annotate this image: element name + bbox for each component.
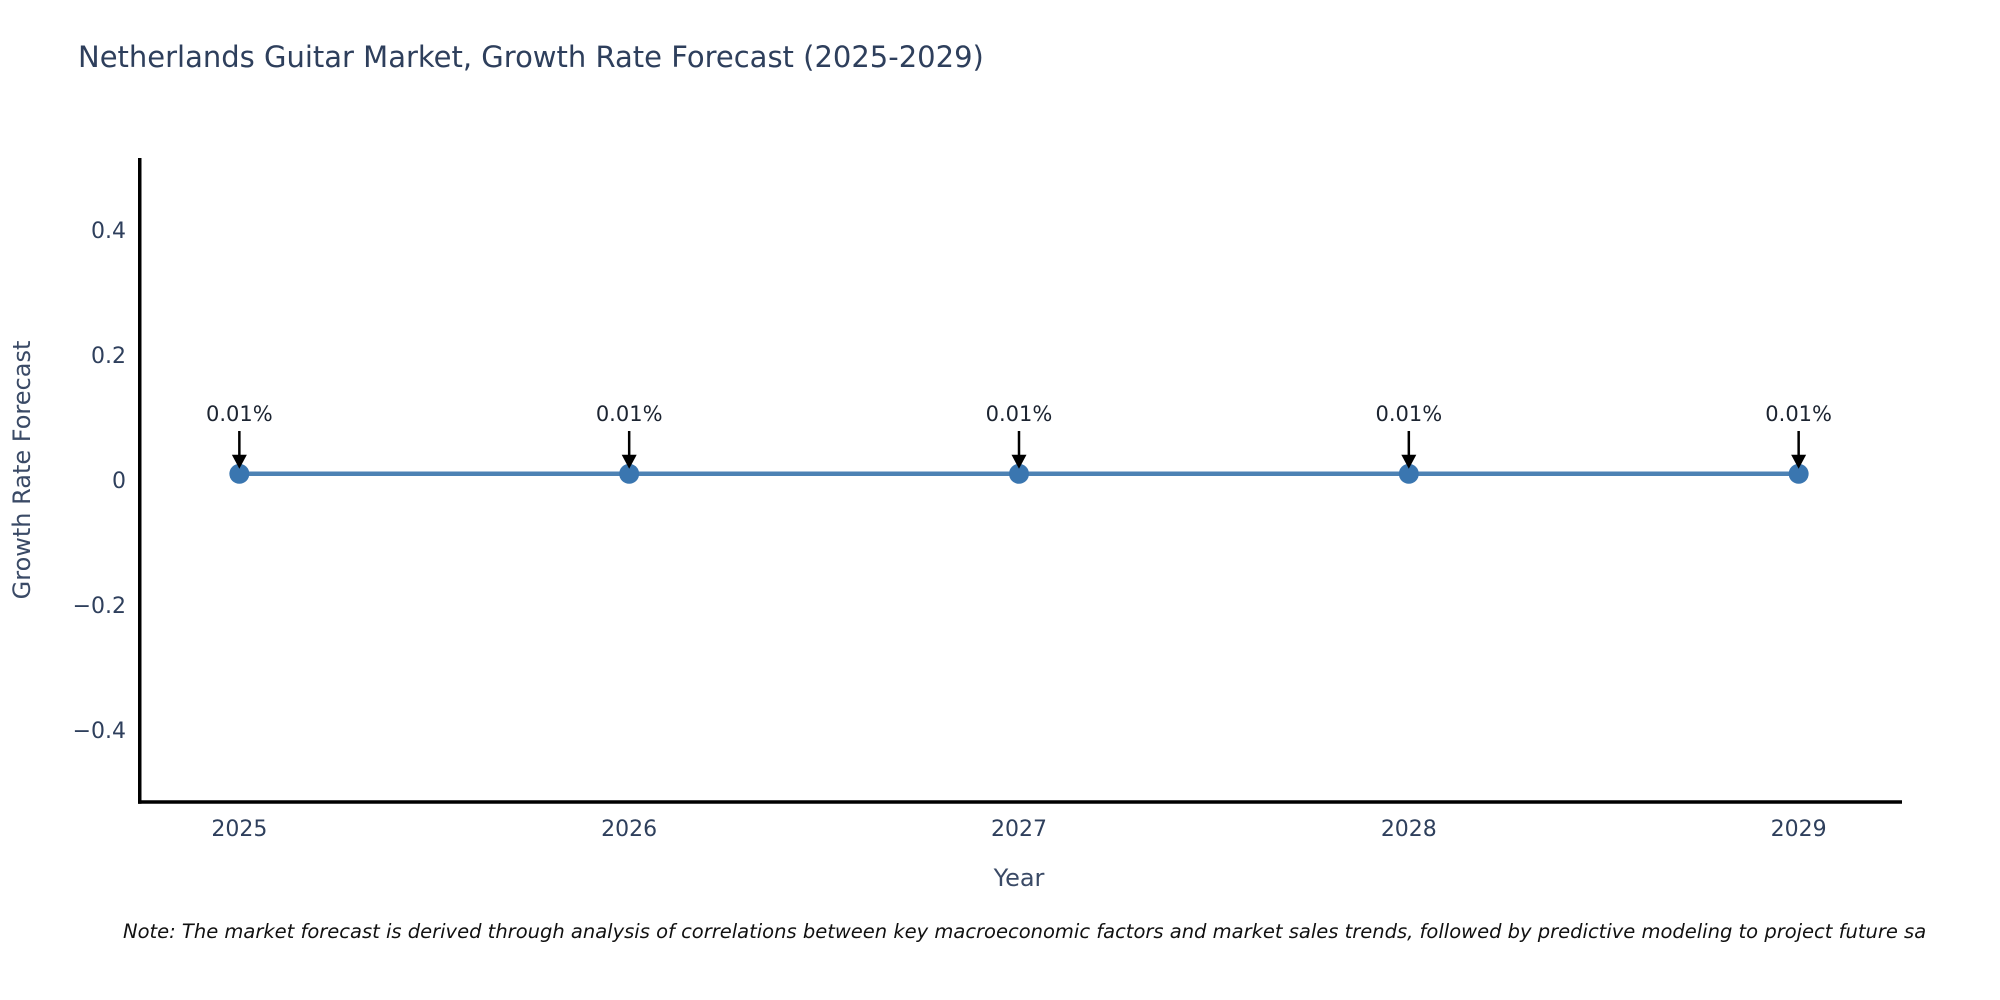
x-tick-label: 2026	[601, 817, 657, 842]
annotation-label: 0.01%	[206, 402, 273, 426]
data-point	[1398, 463, 1419, 484]
y-axis-title: Growth Rate Forecast	[8, 341, 36, 600]
data-point	[1009, 463, 1029, 484]
annotation-arrowhead	[1011, 454, 1027, 469]
y-tick-label: 0	[112, 469, 126, 494]
annotation-label: 0.01%	[986, 402, 1053, 426]
x-tick-label: 2029	[1771, 817, 1827, 842]
annotation-arrowhead	[1791, 454, 1807, 469]
data-point	[619, 463, 640, 484]
y-tick-label: −0.4	[73, 719, 126, 744]
x-tick-label: 2028	[1381, 817, 1437, 842]
data-point	[1788, 463, 1809, 484]
annotation-arrowhead	[621, 454, 637, 469]
annotation-arrowhead	[1401, 454, 1417, 469]
y-tick-label: 0.2	[91, 344, 126, 369]
annotation-label: 0.01%	[1375, 402, 1442, 426]
x-tick-label: 2025	[211, 817, 267, 842]
y-tick-label: −0.2	[73, 594, 126, 619]
x-tick-label: 2027	[991, 817, 1047, 842]
data-point	[229, 463, 250, 484]
annotation-arrowhead	[231, 454, 247, 469]
chart-title: Netherlands Guitar Market, Growth Rate F…	[78, 40, 984, 74]
x-axis-title: Year	[993, 864, 1045, 892]
y-tick-label: 0.4	[91, 219, 126, 244]
footnote: Note: The market forecast is derived thr…	[123, 920, 1927, 943]
annotation-label: 0.01%	[596, 402, 663, 426]
annotation-label: 0.01%	[1765, 402, 1832, 426]
